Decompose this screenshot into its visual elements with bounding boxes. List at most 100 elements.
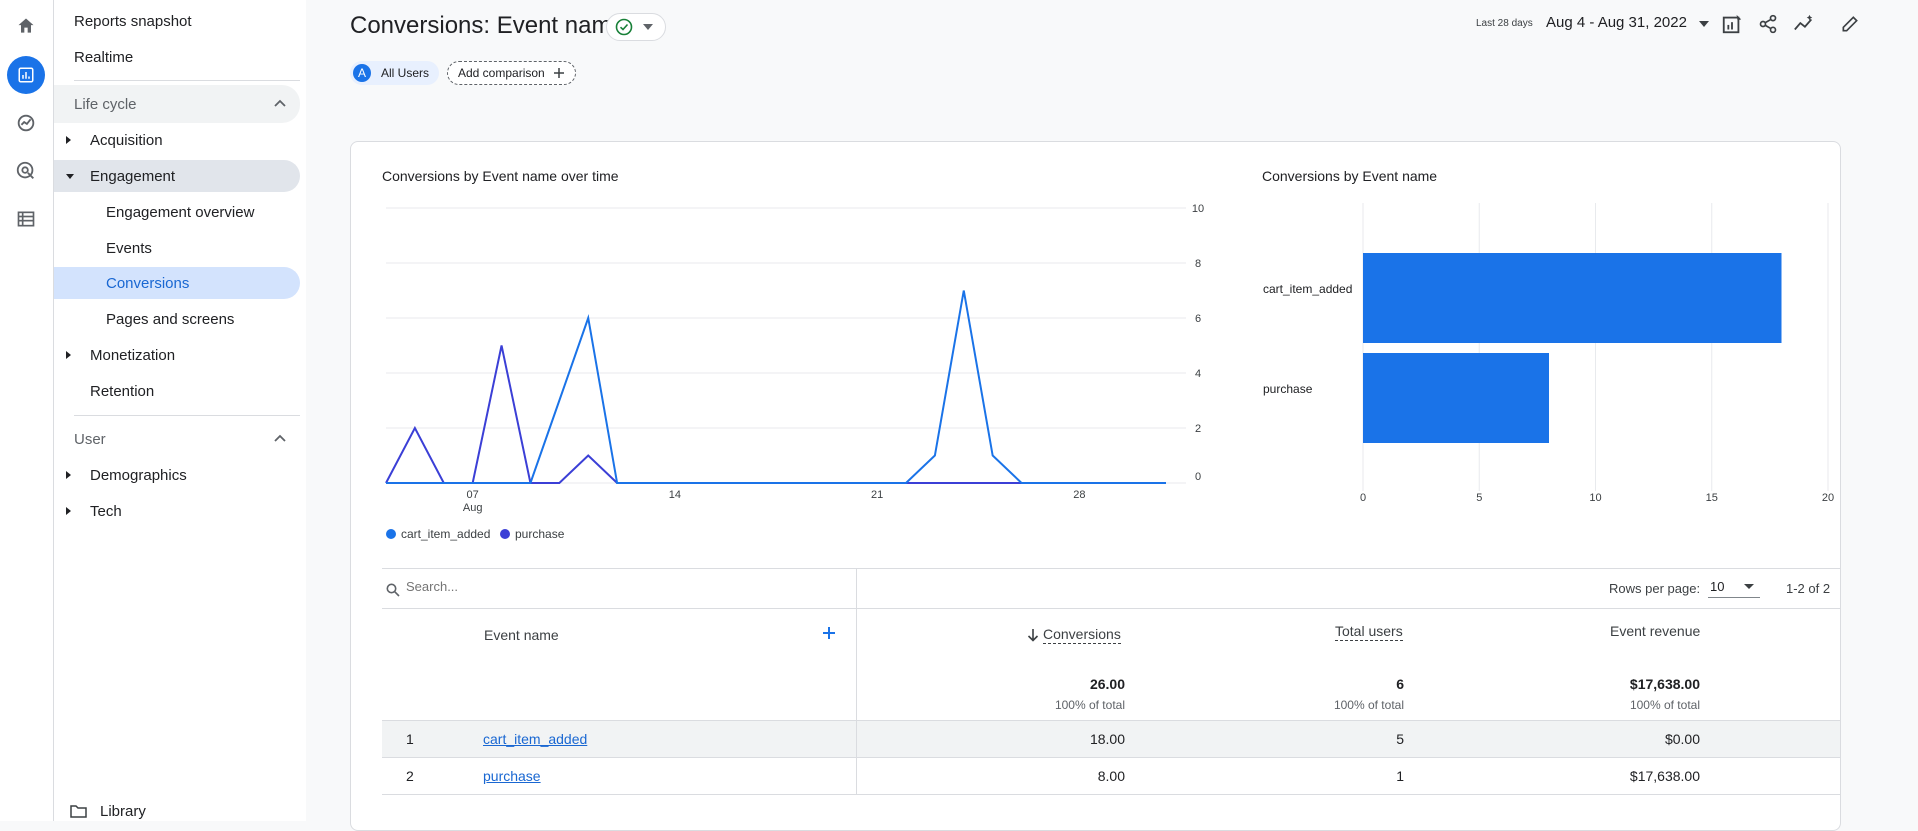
sidebar-item-engagement[interactable]: Engagement	[54, 160, 300, 192]
table-search-row	[382, 568, 1840, 610]
row-event-revenue: $0.00	[1664, 731, 1700, 747]
y-tick-label: 8	[1195, 258, 1201, 270]
column-divider	[856, 758, 857, 795]
add-comparison-button[interactable]: Add comparison	[447, 61, 576, 85]
edit-icon[interactable]	[1838, 12, 1862, 36]
column-divider	[856, 609, 857, 721]
column-header-label: Conversions	[1043, 626, 1121, 644]
page-title: Conversions: Event name	[350, 12, 625, 39]
row-conversions: 18.00	[1089, 731, 1125, 747]
x-tick-label: 10	[1589, 492, 1601, 504]
column-divider	[856, 721, 857, 758]
row-conversions: 8.00	[1097, 768, 1125, 784]
event-name-link[interactable]: purchase	[483, 768, 541, 784]
sidebar-item-reports-snapshot[interactable]: Reports snapshot	[54, 5, 300, 37]
sidebar-item-monetization[interactable]: Monetization	[54, 339, 300, 371]
sidebar-item-library[interactable]: Library	[54, 795, 300, 827]
home-icon[interactable]	[7, 7, 45, 45]
insights-icon[interactable]	[1792, 12, 1816, 36]
legend-dot	[500, 529, 510, 539]
chip-label: All Users	[381, 66, 430, 80]
table-search-input[interactable]	[406, 579, 706, 594]
legend-label: cart_item_added	[401, 527, 491, 541]
x-tick-sublabel: Aug	[463, 502, 483, 514]
sidebar-item-label: Engagement	[90, 167, 176, 185]
table-header: Event name Conversions Total users Event…	[382, 609, 1840, 721]
rows-per-page-value: 10	[1710, 579, 1725, 594]
sort-down-arrow-icon	[1027, 629, 1039, 642]
total-event-revenue-pct: 100% of total	[1629, 698, 1700, 712]
column-divider	[856, 569, 857, 610]
column-header-total-users[interactable]: Total users	[1335, 623, 1403, 641]
table-row: 2 purchase 8.00 1 $17,638.00	[382, 758, 1840, 795]
sidebar-item-pages-and-screens[interactable]: Pages and screens	[54, 303, 300, 335]
sidebar-item-realtime[interactable]: Realtime	[54, 41, 300, 73]
rows-per-page-select[interactable]: 10	[1708, 576, 1760, 598]
chip-label: Add comparison	[458, 66, 545, 80]
x-tick-label: 20	[1822, 492, 1834, 504]
sidebar-item-label: Engagement overview	[106, 203, 255, 221]
sidebar-item-retention[interactable]: Retention	[54, 375, 300, 407]
section-life-cycle[interactable]: Life cycle	[54, 85, 300, 123]
sidebar-item-tech[interactable]: Tech	[54, 495, 300, 527]
sidebar-item-label: Tech	[90, 502, 122, 520]
category-label: purchase	[1263, 382, 1313, 396]
sidebar-item-demographics[interactable]: Demographics	[54, 459, 300, 491]
legend-label: purchase	[515, 527, 565, 541]
section-user[interactable]: User	[54, 420, 300, 458]
sidebar-item-acquisition[interactable]: Acquisition	[54, 124, 300, 156]
check-circle-icon	[615, 18, 633, 36]
column-header-event-revenue[interactable]: Event revenue	[1610, 623, 1701, 639]
search-icon	[386, 583, 400, 597]
customize-report-icon[interactable]	[1720, 12, 1744, 36]
configure-icon[interactable]	[7, 200, 45, 238]
share-icon[interactable]	[1756, 12, 1780, 36]
row-total-users: 5	[1396, 731, 1404, 747]
legend-item-cart-item-added[interactable]: cart_item_added	[386, 527, 490, 541]
reports-sidebar: Reports snapshot Realtime Life cycle Acq…	[54, 0, 306, 821]
all-users-chip[interactable]: A All Users	[350, 61, 440, 85]
x-tick-label: 28	[1073, 489, 1085, 501]
column-header-event-name[interactable]: Event name	[484, 627, 559, 643]
add-dimension-icon[interactable]	[822, 626, 836, 640]
segment-letter: A	[353, 64, 371, 82]
total-users: 6	[1396, 676, 1404, 692]
sidebar-item-engagement-overview[interactable]: Engagement overview	[54, 196, 300, 228]
date-range-label: Last 28 days	[1476, 18, 1533, 29]
sidebar-divider	[74, 80, 300, 81]
legend-item-purchase[interactable]: purchase	[500, 527, 564, 541]
chevron-up-icon	[274, 434, 286, 442]
row-index: 2	[406, 768, 414, 784]
sidebar-divider	[74, 415, 300, 416]
row-total-users: 1	[1396, 768, 1404, 784]
sidebar-item-label: Library	[100, 802, 146, 820]
caret-right-icon	[66, 471, 71, 479]
advertising-icon[interactable]	[7, 152, 45, 190]
total-conversions: 26.00	[1089, 676, 1125, 692]
sidebar-item-label: Pages and screens	[106, 310, 235, 328]
sidebar-item-events[interactable]: Events	[54, 232, 300, 264]
explore-icon[interactable]	[7, 104, 45, 142]
sidebar-item-label: Demographics	[90, 466, 187, 484]
x-tick-label: 07	[467, 489, 479, 501]
sidebar-item-label: Realtime	[74, 48, 134, 66]
rows-per-page-label: Rows per page:	[1609, 581, 1701, 596]
pagination-range: 1-2 of 2	[1786, 581, 1831, 596]
section-label: Life cycle	[74, 95, 137, 113]
dropdown-arrow-icon	[643, 24, 653, 30]
app-rail	[0, 0, 54, 821]
bar-purchase	[1363, 353, 1549, 443]
chevron-up-icon	[274, 99, 286, 107]
sidebar-item-conversions[interactable]: Conversions	[54, 267, 300, 299]
column-header-conversions[interactable]: Conversions	[1027, 626, 1121, 644]
event-name-link[interactable]: cart_item_added	[483, 731, 588, 747]
date-range-picker[interactable]: Aug 4 - Aug 31, 2022	[1546, 14, 1710, 31]
sidebar-item-label: Conversions	[106, 274, 190, 292]
reports-icon[interactable]	[7, 56, 45, 94]
y-tick-label: 0	[1195, 471, 1201, 483]
data-quality-dropdown[interactable]	[606, 13, 666, 41]
row-index: 1	[406, 731, 414, 747]
table-row: 1 cart_item_added 18.00 5 $0.00	[382, 721, 1840, 758]
caret-right-icon	[66, 507, 71, 515]
